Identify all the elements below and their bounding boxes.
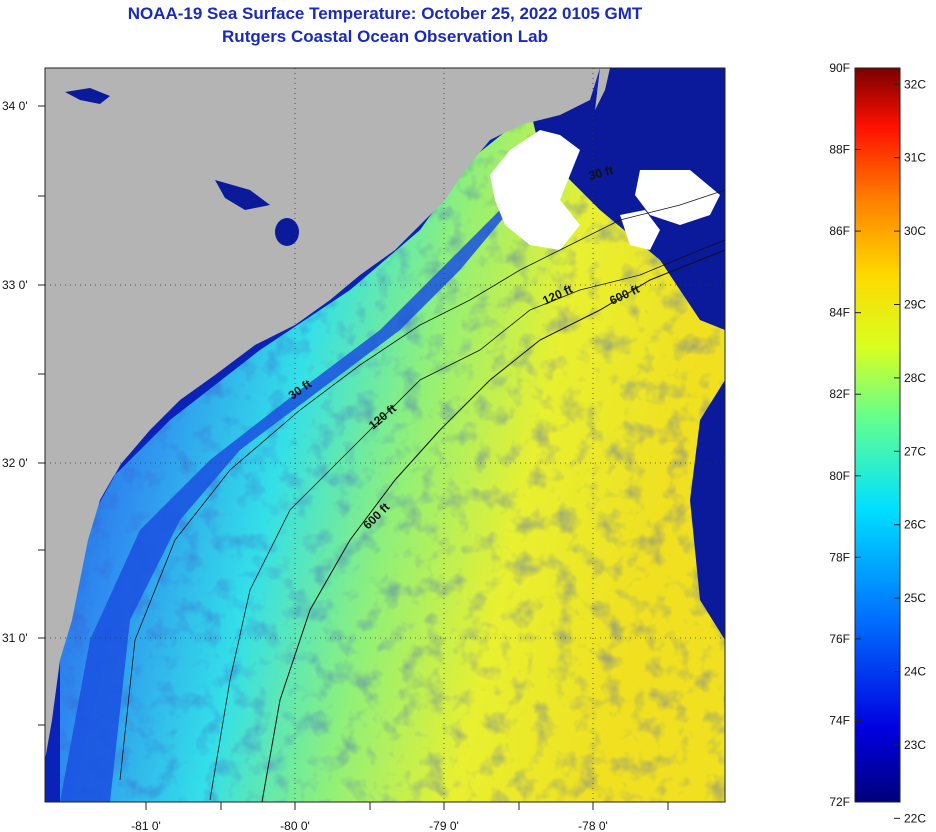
offshore-cold-water-2	[690, 380, 725, 640]
lake	[65, 88, 110, 104]
lon-label-78: -78 0'	[578, 819, 608, 832]
colorbar-label-c: 32C	[904, 77, 926, 91]
colorbar-label-c: 30C	[904, 224, 926, 238]
colorbar-label-c: 24C	[904, 665, 926, 679]
lake-marion	[275, 218, 299, 246]
contour-label-30ft-north: 30 ft	[587, 163, 614, 183]
colorbar-label-f: 90F	[829, 61, 850, 75]
land-sliver	[595, 68, 610, 110]
contour-120ft	[209, 239, 725, 801]
map-subtitle: Rutgers Coastal Ocean Observation Lab	[222, 27, 548, 46]
lat-label-32: 32 0'	[2, 456, 28, 470]
colorbar-label-c: 23C	[904, 738, 926, 752]
map-ticks	[38, 105, 669, 810]
lat-label-34: 34 0'	[2, 99, 28, 113]
map-area	[45, 68, 725, 802]
graticule	[45, 68, 725, 802]
land-mass	[45, 68, 600, 760]
colorbar-label-f: 76F	[829, 632, 850, 646]
lon-label-81: -81 0'	[131, 819, 161, 832]
lat-label-33: 33 0'	[2, 278, 28, 292]
map-title: NOAA-19 Sea Surface Temperature: October…	[127, 4, 643, 23]
colorbar-label-c: 29C	[904, 298, 926, 312]
colorbar-label-f: 72F	[829, 795, 850, 809]
lat-label-31: 31 0'	[2, 631, 28, 645]
colorbar-label-c: 22C	[904, 811, 926, 825]
colorbar-label-f: 80F	[829, 469, 850, 483]
colorbar	[854, 67, 901, 803]
lake-moultrie	[215, 180, 270, 210]
colorbar-ticks	[855, 67, 900, 819]
colorbar-label-f: 74F	[829, 713, 850, 727]
cloud-patch	[490, 130, 580, 250]
colorbar-label-f: 86F	[829, 224, 850, 238]
colorbar-label-f: 78F	[829, 550, 850, 564]
colorbar-label-c: 31C	[904, 151, 926, 165]
cloud-patch-3	[620, 210, 660, 250]
colorbar-label-c: 27C	[904, 444, 926, 458]
colorbar-label-f: 88F	[829, 143, 850, 157]
colorbar-fahrenheit-labels: 90F 88F 86F 84F 82F 80F 78F 76F 74F 72F	[829, 61, 850, 809]
colorbar-label-f: 84F	[829, 306, 850, 320]
lon-label-80: -80 0'	[280, 819, 310, 832]
colorbar-label-c: 28C	[904, 371, 926, 385]
map-frame	[44, 67, 726, 803]
contour-30ft	[119, 189, 725, 781]
contour-600ft	[261, 249, 725, 802]
shelf-blue-band	[60, 170, 540, 802]
colorbar-celsius-labels: 32C 31C 30C 29C 28C 27C 26C 25C 24C 23C 22C	[904, 77, 926, 825]
colorbar-label-f: 82F	[829, 387, 850, 401]
colorbar-label-c: 26C	[904, 518, 926, 532]
colorbar-label-c: 25C	[904, 591, 926, 605]
offshore-cold-water	[520, 68, 725, 330]
lon-label-79: -79 0'	[429, 819, 459, 832]
